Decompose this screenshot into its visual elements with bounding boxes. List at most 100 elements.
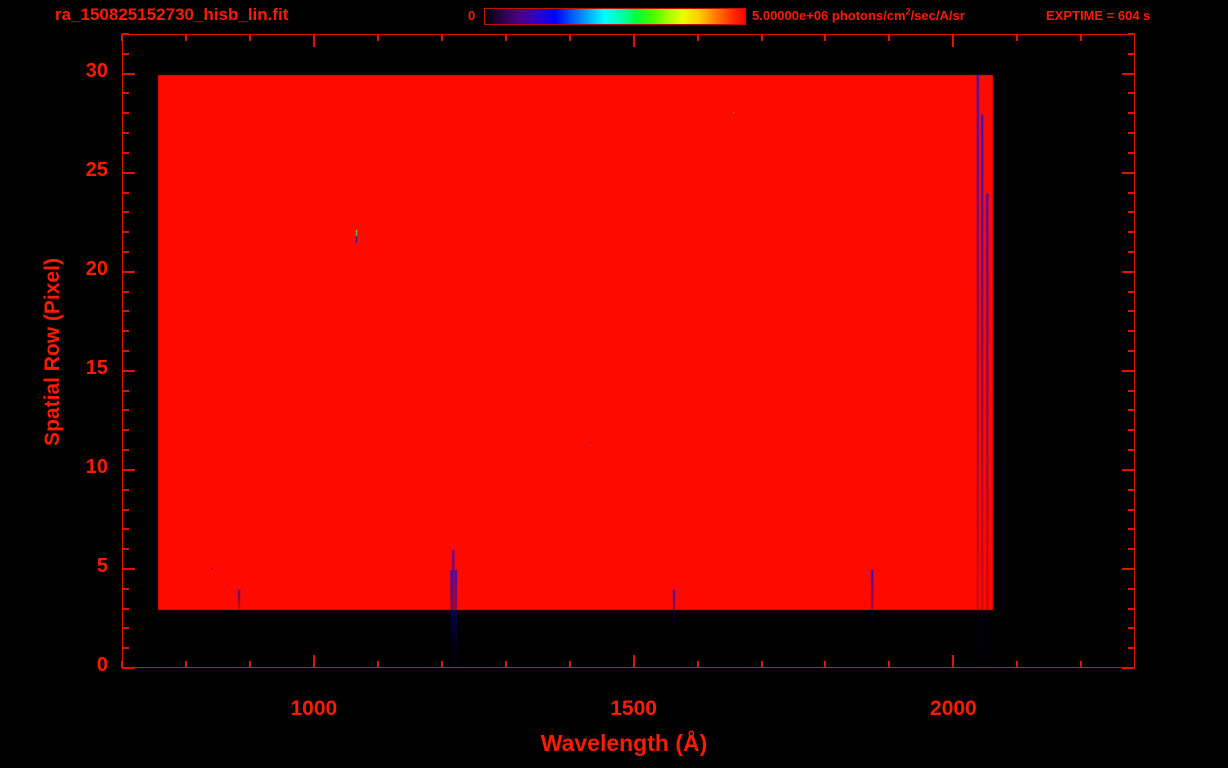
y-tick-minor [122,587,129,590]
y-tick-minor-right [1128,92,1135,95]
x-tick-minor-top [1080,34,1083,41]
x-tick-minor-top [760,34,763,41]
y-tick-minor [122,389,129,392]
x-tick-minor-top [568,34,571,41]
x-tick-label: 1000 [290,697,338,720]
x-tick-minor-top [504,34,507,41]
x-axis-label: Wavelength (Å) [540,730,708,756]
y-tick-major [122,270,135,273]
y-tick-minor [122,409,129,412]
y-tick-minor [122,112,129,115]
y-tick-minor [122,429,129,432]
x-tick-major-top [632,34,635,47]
plot-frame [122,34,1135,668]
y-tick-minor [122,151,129,154]
y-tick-label: 0 [96,654,108,676]
y-tick-minor-right [1128,389,1135,392]
y-tick-minor-right [1128,191,1135,194]
y-tick-minor [122,330,129,333]
y-tick-minor [122,508,129,511]
y-tick-minor [122,290,129,293]
y-tick-label: 30 [85,59,108,82]
x-tick-label: 1500 [610,697,657,720]
x-tick-major [952,655,955,668]
x-tick-minor [1080,661,1083,668]
x-tick-minor-top [1016,34,1019,41]
y-tick-label: 10 [85,455,108,478]
y-tick-minor-right [1128,449,1135,452]
y-tick-minor-right [1128,290,1135,293]
y-tick-minor-right [1128,488,1135,491]
y-tick-major-right [1122,171,1135,174]
colorbar-max-label: 5.00000e+06 photons/cm2/sec/A/sr [752,6,965,23]
y-tick-minor-right [1128,231,1135,234]
y-tick-minor-right [1128,429,1135,432]
x-tick-minor [248,661,251,668]
y-tick-minor [122,449,129,452]
y-tick-minor [122,92,129,95]
y-tick-minor-right [1128,548,1135,551]
y-tick-minor [122,231,129,234]
x-tick-major [312,655,315,668]
x-tick-minor [888,661,891,668]
x-tick-minor [121,661,123,668]
colorbar-unit-tail: /sec/A/sr [910,8,965,23]
y-tick-minor [122,211,129,214]
y-tick-major [122,468,135,471]
x-tick-minor [568,661,571,668]
y-tick-minor-right [1128,330,1135,333]
x-tick-minor-top [824,34,827,41]
y-tick-minor-right [1128,409,1135,412]
x-tick-minor [824,661,827,668]
y-tick-minor [122,310,129,313]
colorbar-unit-exponent: 2 [905,6,911,17]
y-tick-minor [122,627,129,630]
colorbar-min-label: 0 [468,8,476,23]
y-tick-major-right [1122,270,1135,273]
x-tick-minor-top [248,34,251,41]
y-tick-major [122,171,135,174]
x-tick-minor [504,661,507,668]
exposure-time-label: EXPTIME = 604 s [1046,8,1151,23]
y-tick-minor-right [1128,132,1135,135]
y-tick-minor-right [1128,607,1135,610]
y-tick-minor [122,250,129,253]
x-tick-minor-top [376,34,379,41]
x-tick-minor [376,661,379,668]
y-tick-label: 20 [85,257,108,280]
colorbar-max-value: 5.00000e+06 photons/cm [752,8,906,23]
x-tick-minor [1016,661,1019,668]
y-tick-minor-right [1128,33,1135,35]
y-tick-minor-right [1128,350,1135,352]
y-tick-minor-right [1128,528,1135,531]
y-tick-major [122,567,135,570]
y-tick-minor [122,607,129,610]
x-tick-major [632,655,635,668]
x-tick-minor-top [696,34,699,41]
y-tick-minor [122,191,129,194]
x-tick-minor [760,661,763,668]
y-tick-minor [122,33,129,35]
y-tick-minor-right [1128,627,1135,630]
y-tick-minor [122,528,129,531]
y-axis-label: Spatial Row (Pixel) [41,258,64,446]
y-tick-label: 5 [96,554,108,577]
y-tick-minor [122,488,129,491]
spectrogram-image [123,35,1134,667]
y-tick-minor [122,132,129,135]
y-tick-major-right [1122,667,1135,669]
y-tick-minor [122,52,129,55]
x-tick-minor-top [184,34,187,41]
x-tick-label: 2000 [930,697,977,720]
y-tick-major [122,72,135,75]
y-tick-major [122,369,135,372]
y-tick-minor [122,548,129,551]
y-tick-minor-right [1128,112,1135,115]
y-tick-minor-right [1128,587,1135,590]
y-tick-major-right [1122,369,1135,372]
y-tick-major-right [1122,567,1135,570]
y-tick-minor-right [1128,310,1135,313]
y-tick-minor-right [1128,52,1135,55]
colorbar [484,8,746,25]
